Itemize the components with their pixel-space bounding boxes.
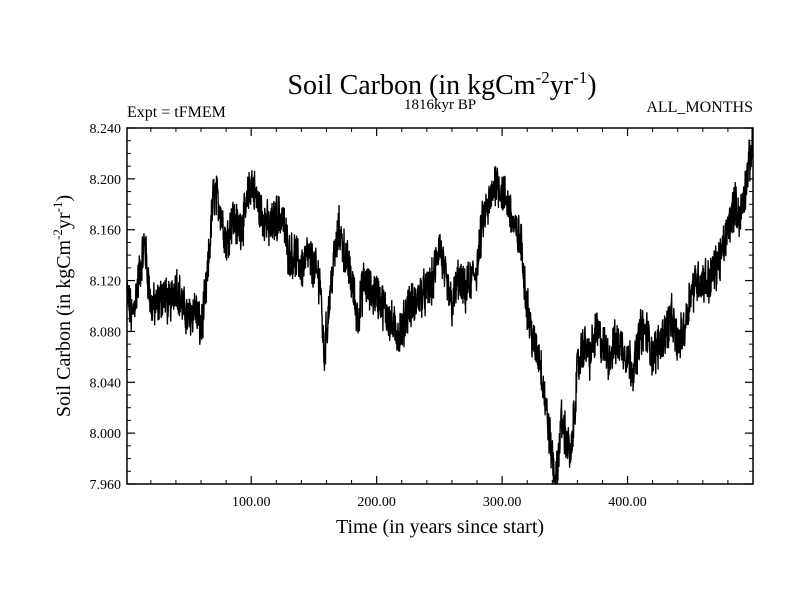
y-axis-label-main: Soil Carbon (in kgCm [53,239,75,417]
y-tick-label: 8.240 [90,122,122,137]
x-tick-label: 200.00 [357,495,396,510]
y-tick-label: 8.200 [90,173,122,188]
chart-title-main: Soil Carbon (in kgCm [287,70,535,101]
chart-title-end: ) [587,70,596,101]
chart-title-sup-2: -1 [573,68,587,87]
subtitle-center: 1816kyr BP [404,97,476,113]
chart-title-sup-1: -2 [536,68,550,87]
x-tick-label: 300.00 [483,495,522,510]
subtitle-right: ALL_MONTHS [646,99,753,116]
y-axis-label-end: ) [53,195,75,202]
chart-title-mid: yr [550,70,574,101]
plot-frame [126,127,754,485]
y-tick-label: 8.160 [90,224,122,239]
y-tick-label: 8.040 [90,376,122,391]
y-axis-ticks: 7.960 8.000 8.040 8.080 8.120 8.160 8.200 8.240 [90,122,753,493]
y-tick-label: 8.080 [90,325,122,340]
y-tick-label: 8.000 [90,427,122,442]
y-axis-label-mid: yr [53,212,75,229]
y-axis-label-sup-2: -1 [50,202,65,213]
y-axis-label-sup-1: -2 [50,229,65,240]
series-group [126,127,754,485]
chart-title: Soil Carbon (in kgCm-2yr-1) [287,68,596,101]
x-axis-label: Time (in years since start) [336,516,544,538]
y-axis-label: Soil Carbon (in kgCm-2yr-1) [50,195,75,417]
y-tick-label: 7.960 [90,478,122,493]
y-tick-label: 8.120 [90,275,122,290]
subtitle-left: Expt = tFMEM [127,104,226,121]
series-line [126,127,754,485]
x-tick-label: 100.00 [232,495,271,510]
x-tick-label: 400.00 [608,495,647,510]
x-axis-ticks: 100.00 200.00 300.00 400.00 [150,128,729,510]
